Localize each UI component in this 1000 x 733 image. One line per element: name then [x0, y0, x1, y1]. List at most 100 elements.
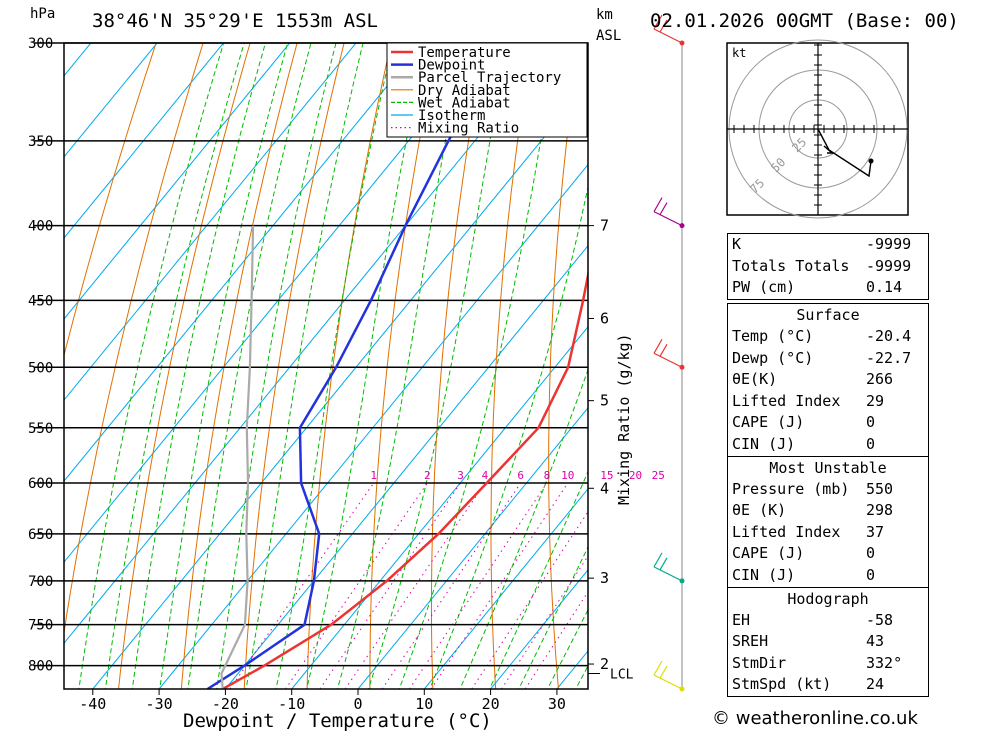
- index-label: Totals Totals: [732, 256, 850, 275]
- index-label: θE(K): [732, 370, 778, 389]
- wet-adiabat-line: [275, 43, 394, 689]
- x-tick-label: 20: [482, 695, 500, 713]
- mixing-ratio-label: 2: [424, 469, 431, 482]
- station-location: 38°46'N 35°29'E 1553m ASL: [92, 10, 378, 32]
- hodograph-unit-label: kt: [732, 46, 746, 60]
- index-label: EH: [732, 610, 751, 629]
- mixing-ratio-label: 10: [561, 469, 574, 482]
- isotherm-line: [357, 407, 588, 689]
- dry-adiabat-line: [659, 22, 685, 690]
- x-tick-label: 10: [415, 695, 433, 713]
- index-row: SREH 43: [728, 631, 928, 653]
- mixing-ratio-line: [319, 482, 461, 689]
- mixing-ratio-line: [501, 555, 588, 689]
- panel-section-title: Surface: [796, 306, 860, 324]
- mixing-ratio-line: [430, 482, 569, 689]
- isotherm-line: [225, 244, 588, 689]
- copyright-footer: © weatheronline.co.uk: [712, 708, 918, 729]
- isotherm-line: [64, 43, 92, 77]
- km-tick-label: 3: [600, 569, 609, 587]
- index-row: CIN (J) 0: [728, 565, 928, 587]
- pressure-tick-label: 800: [28, 659, 53, 675]
- index-row: CAPE (J) 0: [728, 543, 928, 565]
- index-value: 0: [866, 434, 876, 453]
- hpa-label: hPa: [30, 6, 55, 22]
- wet-adiabat-line: [429, 184, 588, 689]
- index-row: θE (K) 298: [728, 500, 928, 522]
- mixing-ratio-line: [381, 482, 522, 689]
- isotherm-line: [423, 488, 588, 689]
- mixing-ratio-label: 3: [457, 469, 464, 482]
- legend-label: Dewpoint: [418, 58, 485, 74]
- x-tick-label: -30: [146, 695, 173, 713]
- dry-adiabat-line: [243, 43, 345, 689]
- dry-adiabat-line: [64, 43, 157, 358]
- index-value: -22.7: [866, 348, 912, 367]
- index-label: StmDir: [732, 653, 787, 672]
- dry-adiabat-line: [369, 43, 439, 689]
- isotherm-line: [64, 43, 158, 158]
- wet-adiabat-line: [245, 43, 364, 689]
- km-tick-label: 5: [600, 392, 609, 410]
- km-tick-label: 6: [600, 309, 609, 327]
- isotherm-line: [64, 43, 291, 320]
- index-label: Dewp (°C): [732, 348, 814, 367]
- legend-label: Mixing Ratio: [418, 121, 519, 137]
- asl-label: ASL: [596, 28, 621, 44]
- x-tick-label: -40: [79, 695, 106, 713]
- wind-barb-feather: [653, 552, 663, 568]
- plot-frame: [63, 42, 589, 690]
- index-value: -20.4: [866, 327, 912, 345]
- isotherm-line: [64, 43, 225, 239]
- pressure-tick-label: 550: [28, 421, 53, 437]
- legend-label: Wet Adiabat: [418, 95, 511, 111]
- pressure-tick-label: 300: [28, 36, 53, 52]
- index-row: Pressure (mb) 550: [728, 479, 928, 501]
- indices-panel-main: Surface Temp (°C) -20.4 Dewp (°C) -22.7 θE(K)…: [727, 303, 929, 697]
- legend-box: [386, 42, 588, 138]
- index-value: 298: [866, 501, 894, 520]
- index-value: -9999: [866, 256, 912, 275]
- mixing-ratio-line: [229, 482, 375, 689]
- wet-adiabat-line: [518, 545, 588, 689]
- index-label: SREH: [732, 632, 769, 651]
- index-label: CIN (J): [732, 565, 796, 584]
- mixing-ratio-axis-title: Mixing Ratio (g/kg): [615, 333, 633, 505]
- wind-barb-feather: [653, 338, 663, 354]
- panel-section-title: Hodograph: [728, 586, 928, 610]
- mixing-ratio-label: 15: [600, 469, 613, 482]
- pressure-tick-label: 450: [28, 293, 53, 309]
- wet-adiabat-line: [159, 43, 289, 689]
- wind-barb-feather: [653, 14, 663, 30]
- pressure-tick-label: 400: [28, 219, 53, 235]
- index-value: 0: [866, 413, 876, 432]
- index-value: 0: [866, 565, 876, 584]
- index-label: K: [732, 235, 742, 253]
- wet-adiabat-line: [187, 43, 312, 689]
- index-label: Lifted Index: [732, 522, 841, 541]
- lcl-label: LCL: [610, 668, 634, 683]
- index-value: -9999: [866, 235, 912, 253]
- pressure-tick-label: 650: [28, 527, 53, 543]
- mixing-ratio-line: [524, 590, 588, 689]
- wind-barb-shaft: [653, 211, 683, 227]
- mixing-ratio-label: 8: [544, 469, 551, 482]
- wet-adiabat-line: [306, 43, 427, 689]
- index-value: 0.14: [866, 278, 903, 297]
- wind-barb-feather: [653, 197, 663, 212]
- dewpoint-profile: [206, 43, 503, 689]
- dry-adiabat-line: [490, 43, 533, 689]
- index-label: PW (cm): [732, 278, 796, 297]
- wind-barb-feather: [659, 202, 668, 215]
- storm-motion-marker: [823, 145, 834, 154]
- index-value: 550: [866, 479, 894, 498]
- index-row: PW (cm) 0.14: [728, 277, 928, 299]
- index-row: Lifted Index 29: [728, 391, 928, 413]
- dry-adiabat-line: [64, 43, 204, 636]
- index-row: Totals Totals -9999: [728, 256, 928, 278]
- wind-barb-feather: [653, 660, 663, 676]
- wind-barb-feather: [659, 557, 668, 571]
